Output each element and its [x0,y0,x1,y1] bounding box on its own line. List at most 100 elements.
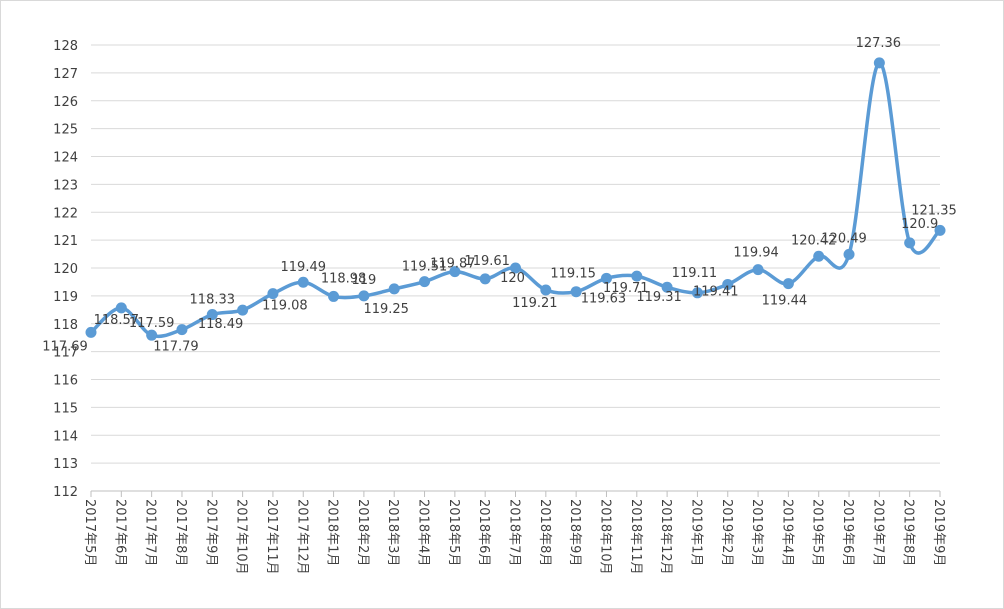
x-tick-label: 2018年8月 [537,499,552,566]
x-tick-label: 2017年7月 [143,499,158,566]
data-point [813,250,825,262]
data-points [85,57,946,341]
data-point [176,324,188,336]
data-point [237,304,249,316]
y-tick-label: 118 [53,318,78,333]
x-tick-label: 2017年9月 [203,499,218,566]
x-tick-label: 2019年3月 [749,499,764,566]
data-point [449,266,461,278]
data-point [631,270,643,282]
data-label: 120 [500,271,525,286]
x-tick-label: 2019年1月 [688,499,703,566]
x-tick-label: 2019年6月 [840,499,855,566]
data-label: 117.79 [153,340,199,355]
data-point [358,290,370,302]
x-tick-label: 2019年5月 [810,499,825,566]
data-point [267,288,279,300]
data-point [691,287,703,299]
x-tick-label: 2017年10月 [234,499,249,575]
data-point [722,278,734,290]
data-label: 120.42 [791,233,837,248]
data-point [540,284,552,296]
x-tick-label: 2017年5月 [82,499,97,566]
x-tick-label: 2018年6月 [476,499,491,566]
data-point [85,326,97,338]
data-label: 119.41 [693,284,739,299]
y-tick-label: 125 [53,123,78,138]
y-tick-label: 112 [53,485,78,500]
data-label: 117.59 [129,316,175,331]
data-label: 119.71 [603,281,649,296]
x-tick-label: 2018年10月 [597,499,612,575]
x-tick-label: 2017年12月 [294,499,309,575]
data-label: 119.11 [672,266,718,281]
data-point [904,237,916,249]
data-label: 119.08 [262,299,308,314]
x-tick-label: 2018年1月 [325,499,340,566]
data-label: 118.33 [190,293,236,308]
x-tick-label: 2019年2月 [719,499,734,566]
y-tick-label: 127 [53,67,78,82]
data-label: 120.49 [821,231,867,246]
data-point [661,281,673,293]
data-label: 119.63 [581,291,627,306]
x-tick-label: 2018年12月 [658,499,673,575]
data-point [115,302,127,314]
data-label: 119.51 [402,260,448,275]
data-label: 119.94 [733,246,779,261]
x-tick-label: 2019年7月 [870,499,885,566]
y-tick-label: 116 [53,374,78,389]
data-label: 120.9 [901,217,938,232]
data-label: 119.15 [550,267,596,282]
data-label: 118.57 [94,313,140,328]
data-point [419,276,431,288]
data-point [146,329,158,341]
x-tick-label: 2018年3月 [385,499,400,566]
y-axis-ticks: 112 113 114 115 116 117 118 119 120 121 122 123 124 1… [53,39,78,500]
x-tick-label: 2019年9月 [931,499,946,566]
y-tick-label: 114 [53,429,78,444]
data-point [934,224,946,236]
x-tick-label: 2018年5月 [446,499,461,566]
y-tick-label: 119 [53,290,78,305]
data-label: 119 [351,273,376,288]
data-label: 119.31 [636,290,682,305]
x-axis-ticks: 2017年5月 2017年6月 2017年7月 2017年8月 2017年9月 2017年… [82,491,946,575]
y-tick-label: 117 [53,346,78,361]
x-tick-label: 2019年8月 [901,499,916,566]
data-point [297,276,309,288]
y-tick-label: 123 [53,178,78,193]
data-label: 127.36 [856,36,902,51]
x-tick-label: 2018年2月 [355,499,370,566]
x-tick-label: 2017年6月 [112,499,127,566]
data-point [782,278,794,290]
x-tick-label: 2018年11月 [628,499,643,575]
data-label: 121.35 [911,203,957,218]
data-label: 119.49 [281,260,327,275]
data-label: 119.25 [363,302,409,317]
y-tick-label: 115 [53,401,78,416]
data-label: 119.21 [512,296,558,311]
data-point [600,272,612,284]
y-tick-label: 113 [53,457,78,472]
data-point [873,57,885,69]
data-point [843,248,855,260]
x-tick-label: 2018年4月 [416,499,431,566]
data-label: 119.87 [430,257,476,272]
x-tick-label: 2019年4月 [779,499,794,566]
x-tick-label: 2018年7月 [507,499,522,566]
data-point [752,264,764,276]
y-tick-label: 126 [53,95,78,110]
data-label: 117.69 [42,339,88,354]
data-point [570,286,582,298]
data-label: 118.49 [198,317,244,332]
x-tick-label: 2017年8月 [173,499,188,566]
y-tick-label: 122 [53,206,78,221]
data-point [206,309,218,321]
y-tick-label: 124 [53,151,78,166]
data-point [328,290,340,302]
x-tick-label: 2017年11月 [264,499,279,575]
